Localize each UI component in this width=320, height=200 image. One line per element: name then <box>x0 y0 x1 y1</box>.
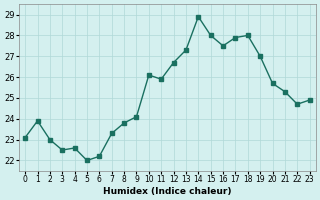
X-axis label: Humidex (Indice chaleur): Humidex (Indice chaleur) <box>103 187 232 196</box>
